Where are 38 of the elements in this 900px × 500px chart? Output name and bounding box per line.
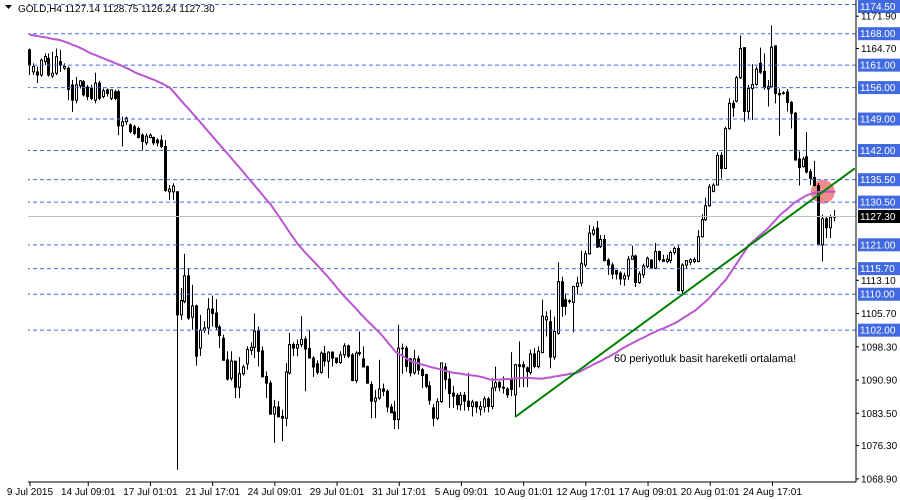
y-tick-label: 1113.10: [861, 276, 896, 287]
x-tick-label: 17 Jul 01:01: [123, 487, 178, 498]
x-tick-label: 24 Aug 17:01: [742, 487, 802, 498]
x-tick-label: 17 Aug 09:01: [618, 487, 678, 498]
ref-line-label: 1115.70: [860, 264, 896, 276]
ref-line-label: 1127.30: [860, 212, 896, 224]
x-tick-label: 21 Jul 17:01: [185, 487, 240, 498]
x-tick-label: 29 Jul 01:01: [310, 487, 365, 498]
ref-line-label: 1149.00: [860, 114, 896, 126]
x-tick-label: 24 Jul 09:01: [248, 487, 303, 498]
x-tick-label: 10 Aug 01:01: [494, 487, 554, 498]
x-tick-label: 5 Aug 09:01: [434, 487, 489, 498]
y-tick-label: 1076.30: [861, 441, 898, 452]
y-tick-label: 1090.90: [861, 376, 898, 387]
y-tick-label: 1164.70: [861, 44, 897, 56]
y-tick-label: 1098.30: [861, 342, 898, 354]
ref-line-label: 1121.00: [860, 240, 896, 252]
annotation: 60 periyotluk basit hareketli ortalama!: [614, 353, 796, 365]
ref-line-label: 1156.00: [860, 83, 896, 94]
y-tick-label: 1171.90: [861, 12, 897, 23]
ref-line-label: 1135.50: [860, 175, 896, 186]
ref-line-label: 1142.00: [860, 146, 896, 157]
ref-line-label: 1174.50: [860, 2, 896, 13]
ref-line-label: 1161.00: [860, 60, 896, 72]
candlestick: [751, 64, 754, 120]
y-tick-label: 1105.70: [861, 309, 897, 320]
ref-line-label: 1130.50: [860, 198, 896, 209]
chart-title: GOLD,H4 1127.14 1128.75 1126.24 1127.30: [18, 4, 216, 15]
x-tick-label: 31 Jul 17:01: [372, 487, 427, 498]
ref-line-label: 1168.00: [860, 29, 896, 40]
ref-line-label: 1102.00: [860, 326, 896, 337]
ref-line-label: 1110.00: [860, 290, 896, 301]
y-tick-label: 1083.50: [861, 408, 898, 420]
x-tick-label: 12 Aug 17:01: [556, 487, 616, 498]
y-tick-label: 1068.90: [861, 474, 898, 486]
x-tick-label: 14 Jul 09:01: [61, 487, 116, 498]
x-tick-label: 20 Aug 01:01: [680, 487, 740, 498]
x-tick-label: 9 Jul 2015: [6, 487, 54, 498]
